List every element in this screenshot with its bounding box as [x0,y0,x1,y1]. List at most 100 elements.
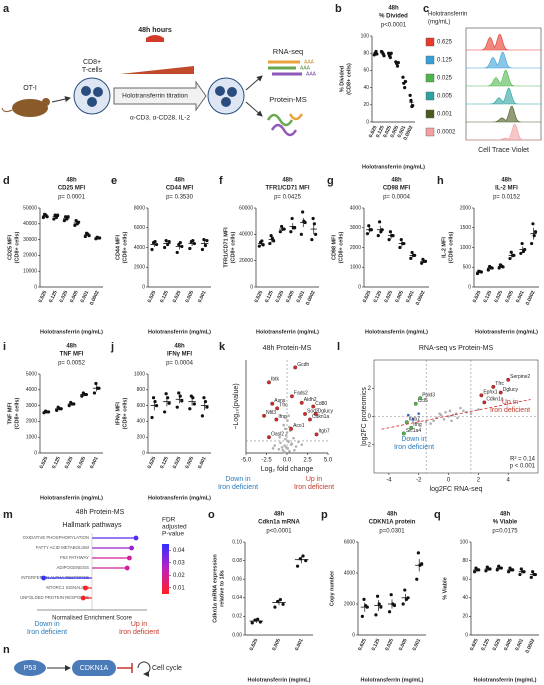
point-label: Ifng [413,422,422,428]
panel-letter: g [327,175,334,187]
y-tick-label: 0 [34,450,37,456]
panel-letter: p [321,509,328,521]
data-point [66,215,70,219]
data-point [178,394,182,398]
lollipop-head [80,595,86,601]
direction-label: Iron deficient [490,407,530,414]
x-tick-label: 0.005 [398,638,409,652]
chart-subtitle: Hallmark pathways [62,522,122,529]
data-point [151,396,156,400]
data-point [367,224,371,228]
data-point [401,75,405,79]
data-point [432,419,435,423]
x-tick-label: 0.625 [472,290,483,304]
data-point [283,450,286,454]
lollipop-head [126,555,132,561]
legend-label: 0.125 [437,58,453,64]
data-point [150,415,154,420]
data-point [166,396,170,400]
data-point [406,413,410,417]
y-tick-label: 0.10 [232,539,242,545]
y-axis-label: relative to 18s [219,570,225,607]
p-value: p<0.0001 [266,529,292,535]
y-tick-label: 40 [462,595,468,601]
chart-title: 48h [501,178,512,184]
y-tick-label: 1000 [134,371,145,377]
direction-label: Down in [225,476,250,483]
point-label: Asns [274,398,286,404]
colorbar-tick-label: 0.01 [173,585,185,591]
data-point [269,234,273,238]
x-tick-label: 0.125 [51,456,62,470]
data-point [519,251,523,256]
lollipop-head [129,545,135,551]
point-label: Tfrc [279,403,288,409]
duration: 48h hours [138,27,172,34]
data-point [531,222,535,226]
data-point [267,380,271,385]
lollipop-head [41,575,46,581]
direction-label: Up in [502,399,518,406]
cell-icon [227,87,237,97]
cells-label: CD8+ [83,59,101,66]
data-point [286,419,289,422]
data-point [497,266,501,270]
point-label: Tfrc [495,381,504,387]
point-label: Dglucy [503,387,519,393]
x-tick-label: 0.125 [375,125,386,139]
direction-label: Down in [34,621,59,628]
data-point [378,220,382,224]
y-tick-label: 200 [137,435,146,441]
y-tick-label: 80 [363,51,369,57]
chart-title: 48h [387,512,398,518]
y-tick-label: 40000 [23,221,37,227]
data-point [387,51,391,55]
data-point [438,412,441,415]
point-label: Ephx1 [483,390,497,396]
y-axis-label: % Divided [339,66,345,92]
chart-title: 48h [388,6,399,12]
data-point [270,401,275,406]
data-point [447,415,450,418]
x-tick-label: 0.001 [515,290,526,304]
x-axis-label: Holotransferrin (mg/mL) [248,677,311,683]
mouse-label: OT-I [23,85,37,92]
chart-subtitle: CDKN1A protein [369,520,416,526]
chart-title: 48h [391,178,402,184]
chart-subtitle: % Viable [493,520,518,526]
x-tick-label: 0.005 [504,290,515,304]
data-point [314,432,319,437]
legend-label: 0.0002 [437,130,456,136]
direction-label: Iron deficient [119,629,159,636]
data-point [401,602,405,606]
direction-label: Down in [401,436,426,443]
legend-swatch [425,37,435,47]
data-point [164,238,168,243]
data-point [417,412,421,415]
legend-label: 0.001 [437,112,453,118]
panel-letter: n [3,644,10,656]
data-point [67,404,71,408]
x-axis-label: Holotransferrin (mg/mL) [256,329,319,335]
data-point [389,593,393,597]
well-icon [73,77,111,115]
legend-title: (mg/mL) [428,20,450,26]
stimulus: α-CD3, α-CD28, IL-2 [130,115,190,122]
point-label: Ibtk [271,377,280,383]
data-point [188,407,192,411]
protein-icon [266,113,294,127]
x-tick-label: 0.025 [172,290,183,304]
legend-title: Holotransferrin [428,12,467,18]
titration-wedge [120,66,194,74]
point-label: Nfil3 [266,410,276,416]
y-axis-label: TFR1/CD71 MFI [223,227,229,268]
panel-letter: o [208,509,215,521]
data-point [281,448,285,452]
x-tick-label: 0.625 [147,290,158,304]
data-point [448,409,452,413]
y-tick-label: 0.02 [232,614,242,620]
data-point [153,239,157,244]
data-point [411,418,415,421]
x-tick-label: 2.5 [303,458,312,464]
panel-letter: e [111,175,117,187]
